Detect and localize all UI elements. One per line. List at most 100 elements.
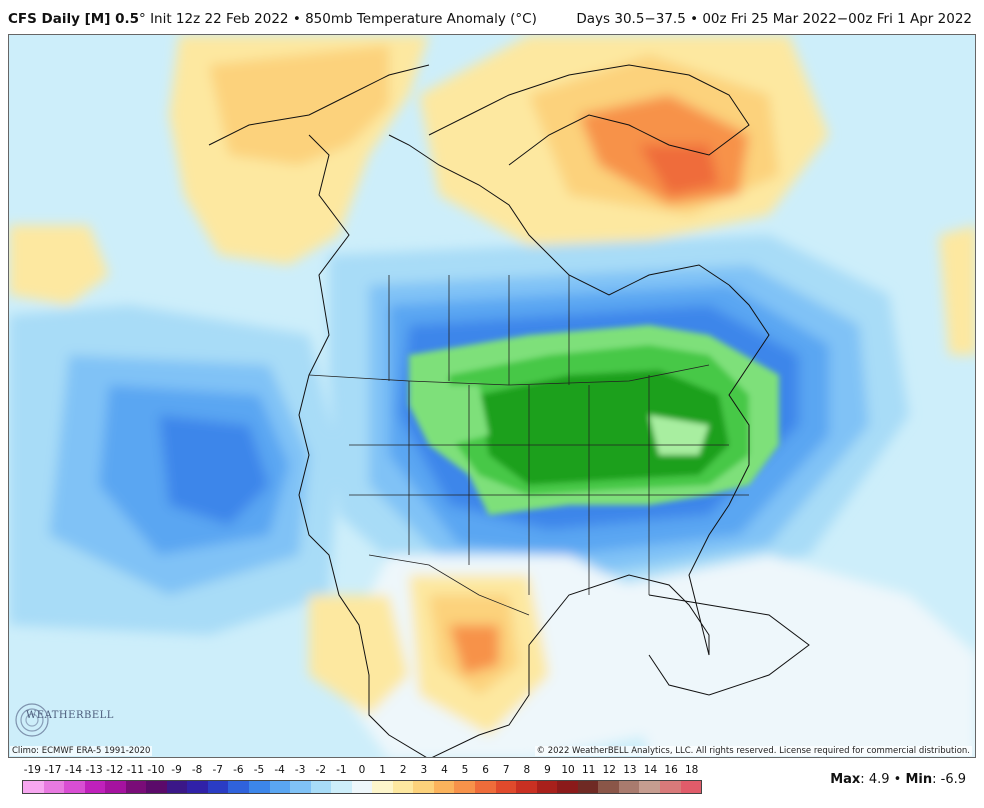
arctic-islands-outline	[428, 64, 750, 166]
colorbar-tick-label: 16	[664, 764, 678, 776]
colorbar-swatch	[125, 781, 147, 793]
colorbar-tick-label: -1	[336, 764, 347, 776]
colorbar-tick-label: 12	[602, 764, 616, 776]
colorbar-tick-label: 13	[623, 764, 637, 776]
climo-note: Climo: ECMWF ERA-5 1991-2020	[10, 746, 153, 756]
colorbar-tick-label: 7	[502, 764, 510, 776]
alaska-outline	[208, 64, 430, 146]
colorbar-swatch	[166, 781, 188, 793]
colorbar-swatch	[618, 781, 640, 793]
colorbar-tick-label: -6	[233, 764, 244, 776]
colorbar-tick-label: 5	[461, 764, 469, 776]
colorbar-tick-label: 0	[358, 764, 366, 776]
warm-anomaly-greenland-peak	[639, 145, 719, 195]
warm-anomaly-baja	[309, 595, 409, 715]
max-value: 4.9	[868, 772, 890, 787]
colorbar-tick-label: -7	[212, 764, 223, 776]
colorbar-swatch	[577, 781, 599, 793]
maxmin-sep: •	[893, 772, 902, 787]
caribbean-outline	[648, 594, 810, 696]
colorbar-swatch	[680, 781, 702, 793]
field-name: 850mb Temperature Anomaly (°C)	[305, 11, 537, 27]
colorbar-tick-label: 9	[544, 764, 551, 776]
colorbar-swatch	[331, 781, 352, 793]
colorbar-swatch	[290, 781, 311, 793]
chart-title: CFS Daily [M] 0.5° Init 12z 22 Feb 2022 …	[8, 11, 537, 27]
colorbar-tick-label: 10	[561, 764, 575, 776]
chart-header: CFS Daily [M] 0.5° Init 12z 22 Feb 2022 …	[0, 0, 984, 32]
colorbar-swatch	[84, 781, 106, 793]
colorbar-swatch	[23, 781, 44, 793]
colorbar-swatch	[351, 781, 373, 793]
colorbar-swatch	[639, 781, 660, 793]
colorbar-swatch	[105, 781, 126, 793]
model-name: CFS Daily [M] 0.5	[8, 11, 140, 27]
colorbar-swatch	[187, 781, 208, 793]
anomaly-map	[8, 34, 976, 758]
colorbar-swatch	[269, 781, 291, 793]
colorbar-tick-label: -14	[64, 764, 83, 776]
colorbar-tick-label: 8	[523, 764, 531, 776]
colorbar-swatch	[372, 781, 393, 793]
max-min-readout: Max: 4.9 • Min: -6.9	[830, 772, 966, 787]
logo-text: WEATHERBELL	[26, 710, 114, 721]
logo-swirl-icon	[15, 703, 49, 737]
colorbar-tick-label: 14	[643, 764, 658, 776]
warm-anomaly-mexico-peak	[449, 625, 499, 675]
west-coast-outline	[298, 134, 427, 757]
colorbar-tick-label: -17	[44, 764, 62, 776]
warm-anomaly-dakotas	[429, 385, 489, 445]
colorbar: -19 -17 -14 -13 -12 -11 -10 -9 -8 -7 -6 -5 -4 -3 -2 -1 0…	[22, 764, 702, 800]
colorbar-swatch	[433, 781, 455, 793]
colorbar-tick-label: 11	[581, 764, 596, 776]
copyright-note: © 2022 WeatherBELL Analytics, LLC. All r…	[534, 746, 972, 756]
colorbar-tick-label: -10	[147, 764, 165, 776]
colorbar-swatch	[659, 781, 681, 793]
colorbar-swatch	[207, 781, 229, 793]
colorbar-swatch	[228, 781, 250, 793]
weatherbell-logo: WEATHERBELL	[12, 696, 114, 742]
warm-anomaly-atlantic	[939, 225, 975, 355]
warm-anomaly-pacific	[9, 225, 109, 305]
hudson-bay-outline	[388, 134, 730, 296]
colorbar-tick-label: 3	[420, 764, 428, 776]
colorbar-tick-label: -3	[294, 764, 306, 776]
colorbar-swatch	[516, 781, 537, 793]
colorbar-tick-label: -8	[191, 764, 203, 776]
us-mexico-border	[368, 554, 530, 616]
colorbar-swatch	[454, 781, 476, 793]
colorbar-labels: -19 -17 -14 -13 -12 -11 -10 -9 -8 -7 -6 -5 -4 -3 -2 -1 0…	[22, 764, 702, 778]
colorbar-swatch	[146, 781, 167, 793]
colorbar-swatch	[310, 781, 332, 793]
colorbar-swatch	[598, 781, 619, 793]
colorbar-swatch	[536, 781, 558, 793]
valid-period: Days 30.5−37.5 • 00z Fri 25 Mar 2022−00z…	[576, 11, 972, 27]
colorbar-swatch	[64, 781, 85, 793]
political-boundaries	[308, 275, 749, 616]
colorbar-swatches	[22, 780, 702, 794]
colorbar-swatch	[392, 781, 414, 793]
model-degree: °	[139, 11, 146, 27]
colorbar-tick-label: 6	[482, 764, 489, 776]
colorbar-swatch	[495, 781, 517, 793]
colorbar-tick-label: -9	[171, 764, 182, 776]
cold-anomaly-pacific-core	[159, 415, 269, 525]
colorbar-swatch	[249, 781, 270, 793]
colorbar-swatch	[557, 781, 578, 793]
colorbar-tick-label: -5	[253, 764, 265, 776]
colorbar-tick-label: -12	[106, 764, 124, 776]
warm-anomaly-alaska-core	[209, 45, 389, 165]
colorbar-swatch	[475, 781, 496, 793]
init-time: Init 12z 22 Feb 2022	[150, 11, 289, 27]
colorbar-tick-label: 4	[441, 764, 448, 776]
colorbar-tick-label: -13	[85, 764, 103, 776]
colorbar-tick-label: 2	[399, 764, 407, 776]
colorbar-tick-label: -11	[126, 764, 144, 776]
colorbar-tick-label: 18	[685, 764, 699, 776]
warm-anomaly-central-us-inner	[479, 370, 729, 485]
min-value: -6.9	[940, 772, 966, 787]
coastlines	[208, 64, 810, 757]
colorbar-swatch	[43, 781, 65, 793]
colorbar-tick-label: -19	[23, 764, 41, 776]
neutral-anomaly-gulf	[569, 555, 975, 757]
